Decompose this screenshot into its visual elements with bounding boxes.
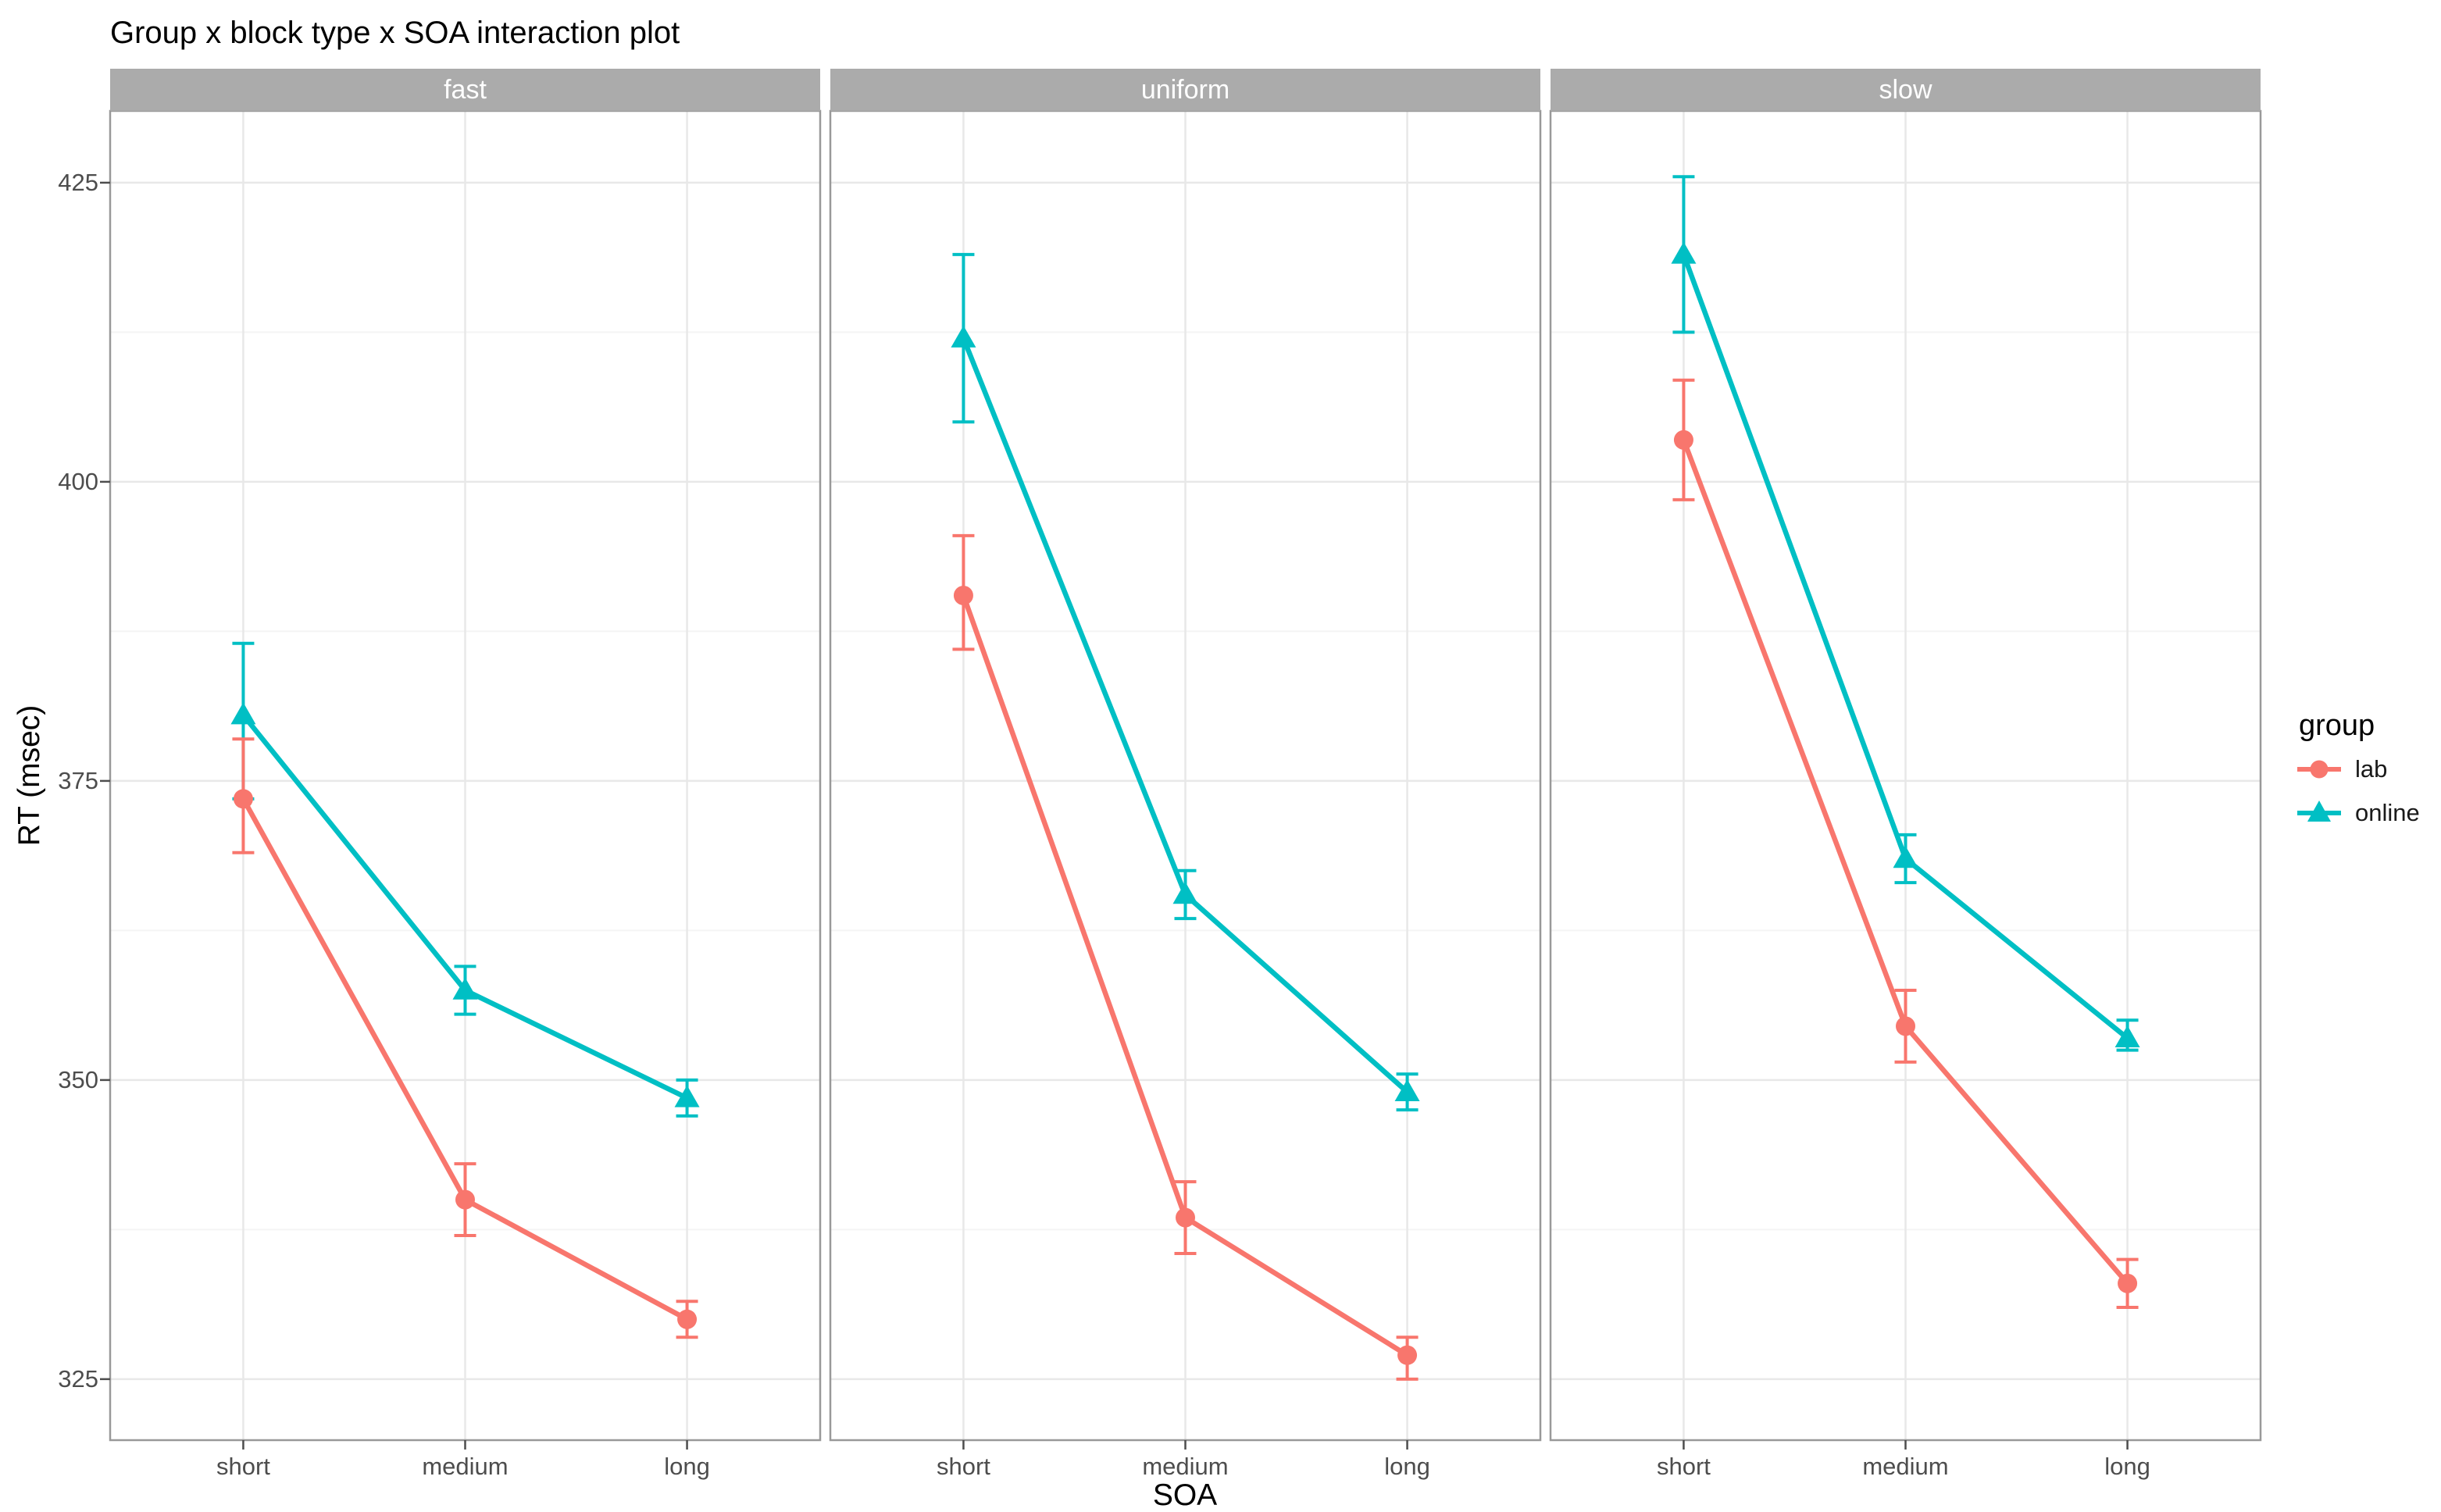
data-point-online-fast-medium — [452, 977, 478, 1000]
x-tick-label-fast-long: long — [664, 1453, 710, 1480]
facet-strip-uniform: uniform — [830, 69, 1540, 111]
y-tick-label-425: 425 — [58, 168, 98, 196]
legend-label-lab: lab — [2355, 755, 2388, 783]
y-tick-label-400: 400 — [58, 467, 98, 495]
x-tick-label-uniform-short: short — [936, 1453, 990, 1480]
y-tick-label-325: 325 — [58, 1364, 98, 1393]
x-tick-label-fast-short: short — [216, 1453, 270, 1480]
legend-key-triangle-online — [2307, 801, 2331, 822]
data-point-online-slow-medium — [1893, 846, 1918, 868]
y-tick-label-350: 350 — [58, 1065, 98, 1093]
plot-title: Group x block type x SOA interaction plo… — [110, 16, 680, 50]
data-point-lab-uniform-short — [953, 585, 973, 605]
data-point-lab-slow-medium — [1896, 1016, 1915, 1036]
data-point-lab-slow-long — [2118, 1273, 2138, 1293]
y-tick-label-375: 375 — [58, 766, 98, 794]
facet-strip-slow: slow — [1551, 69, 2261, 111]
x-axis-title: SOA — [1152, 1478, 1218, 1512]
x-tick-label-uniform-long: long — [1384, 1453, 1430, 1480]
legend-title: group — [2299, 709, 2375, 742]
data-point-online-fast-long — [674, 1085, 700, 1107]
data-point-lab-slow-short — [1673, 430, 1693, 450]
data-point-lab-fast-long — [677, 1309, 698, 1329]
data-point-lab-uniform-long — [1397, 1345, 1418, 1365]
data-point-online-uniform-long — [1394, 1079, 1420, 1101]
data-point-online-uniform-short — [951, 325, 976, 348]
x-tick-label-slow-medium: medium — [1862, 1453, 1949, 1480]
data-point-lab-fast-short — [233, 789, 253, 809]
x-tick-label-slow-long: long — [2104, 1453, 2150, 1480]
x-tick-label-uniform-medium: medium — [1142, 1453, 1229, 1480]
facet-strip-fast: fast — [110, 69, 820, 111]
data-point-lab-fast-medium — [455, 1189, 475, 1210]
data-point-online-slow-long — [2114, 1025, 2140, 1048]
data-point-online-fast-short — [230, 702, 256, 725]
data-point-online-uniform-medium — [1172, 882, 1198, 904]
data-point-online-slow-short — [1671, 241, 1697, 264]
x-tick-label-fast-medium: medium — [422, 1453, 509, 1480]
legend-key-circle-lab — [2310, 760, 2329, 779]
x-tick-label-slow-short: short — [1656, 1453, 1711, 1480]
legend-label-online: online — [2355, 799, 2420, 826]
data-point-lab-uniform-medium — [1176, 1207, 1195, 1228]
